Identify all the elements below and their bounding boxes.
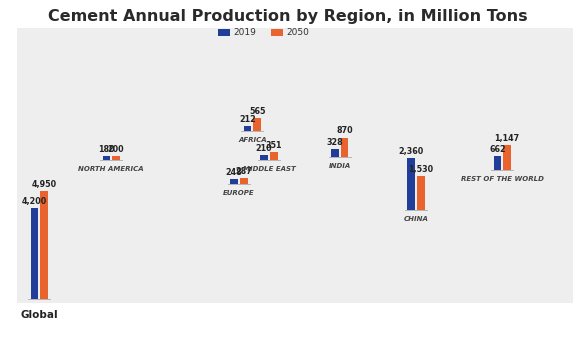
Bar <box>270 152 278 160</box>
Text: 4,200: 4,200 <box>22 196 47 205</box>
Text: 351: 351 <box>266 141 282 150</box>
Text: 212: 212 <box>239 115 256 124</box>
Text: EUROPE: EUROPE <box>223 190 255 196</box>
Text: CHINA: CHINA <box>403 216 429 222</box>
Text: REST OF THE WORLD: REST OF THE WORLD <box>461 176 544 182</box>
Text: 2019: 2019 <box>233 28 256 37</box>
Bar <box>407 158 415 210</box>
Text: 210: 210 <box>256 144 272 153</box>
Bar <box>417 176 425 210</box>
Bar <box>40 191 48 299</box>
Text: MIDDLE EAST: MIDDLE EAST <box>242 166 295 172</box>
Text: 200: 200 <box>108 144 124 153</box>
Bar <box>271 29 283 36</box>
Text: 565: 565 <box>249 107 266 116</box>
Text: Global: Global <box>20 310 58 320</box>
Text: 662: 662 <box>489 145 506 154</box>
Bar <box>244 126 251 131</box>
Bar <box>341 138 348 157</box>
Bar <box>218 29 230 36</box>
Bar <box>503 145 511 170</box>
FancyBboxPatch shape <box>17 28 573 303</box>
Bar <box>253 118 261 131</box>
Text: Cement Annual Production by Region, in Million Tons: Cement Annual Production by Region, in M… <box>48 9 528 24</box>
Text: INDIA: INDIA <box>329 163 351 169</box>
Bar <box>230 179 238 184</box>
Bar <box>103 156 110 160</box>
Bar <box>240 178 248 184</box>
Text: 328: 328 <box>327 138 343 147</box>
Bar <box>260 155 268 160</box>
Text: 870: 870 <box>336 127 353 136</box>
Bar <box>494 156 501 170</box>
Text: 180: 180 <box>98 145 115 154</box>
Text: 1,147: 1,147 <box>495 134 520 143</box>
Bar <box>112 155 120 160</box>
Text: 2050: 2050 <box>286 28 309 37</box>
Text: 4,950: 4,950 <box>32 180 56 189</box>
Text: 1,530: 1,530 <box>408 165 433 174</box>
Text: 2,360: 2,360 <box>399 147 423 156</box>
Text: 248: 248 <box>226 168 242 176</box>
Bar <box>31 207 38 299</box>
Bar <box>331 149 339 157</box>
Text: 287: 287 <box>236 167 252 176</box>
Text: AFRICA: AFRICA <box>238 137 267 143</box>
Text: NORTH AMERICA: NORTH AMERICA <box>78 166 144 172</box>
